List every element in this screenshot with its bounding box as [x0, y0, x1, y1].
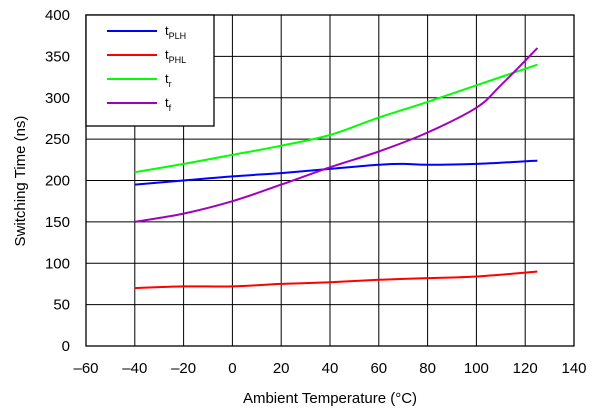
legend-label: tf [165, 95, 172, 113]
y-tick-label: 350 [45, 48, 70, 65]
x-tick-label: 40 [322, 360, 339, 377]
x-tick-label: 140 [561, 360, 586, 377]
x-tick-label: 60 [370, 360, 387, 377]
y-tick-label: 100 [45, 255, 70, 272]
x-tick-label: –20 [171, 360, 196, 377]
x-tick-label: –60 [73, 360, 98, 377]
legend: tPLH tPHL tr tf [85, 14, 215, 127]
x-tick-label: 0 [228, 360, 236, 377]
y-tick-label: 50 [53, 297, 70, 314]
x-tick-label: 120 [513, 360, 538, 377]
y-tick-label: 400 [45, 7, 70, 24]
y-axis-title: Switching Time (ns) [12, 116, 29, 247]
x-axis-title: Ambient Temperature (°C) [243, 390, 417, 407]
x-tick-label: 80 [419, 360, 436, 377]
axis-ticks: –60 –40 –20 0 20 40 60 80 100 120 140 0 50 100 150 200 2… [45, 7, 587, 377]
legend-box [85, 14, 215, 127]
x-tick-label: 100 [464, 360, 489, 377]
y-tick-label: 0 [62, 338, 70, 355]
legend-label: tPHL [165, 47, 186, 65]
series-line-t-f [134, 47, 539, 223]
series-line-t-plh [134, 159, 538, 186]
plot-frame [85, 14, 575, 347]
series-lines [134, 47, 539, 290]
grid [86, 15, 574, 346]
y-tick-label: 250 [45, 131, 70, 148]
series-line-t-r [134, 63, 538, 174]
x-tick-label: –40 [122, 360, 147, 377]
y-tick-label: 300 [45, 90, 70, 107]
legend-label: tr [165, 71, 172, 89]
x-tick-label: 20 [273, 360, 290, 377]
y-tick-label: 200 [45, 173, 70, 190]
legend-label: tPLH [165, 23, 186, 41]
series-line-t-phl [134, 270, 538, 290]
y-tick-label: 150 [45, 214, 70, 231]
